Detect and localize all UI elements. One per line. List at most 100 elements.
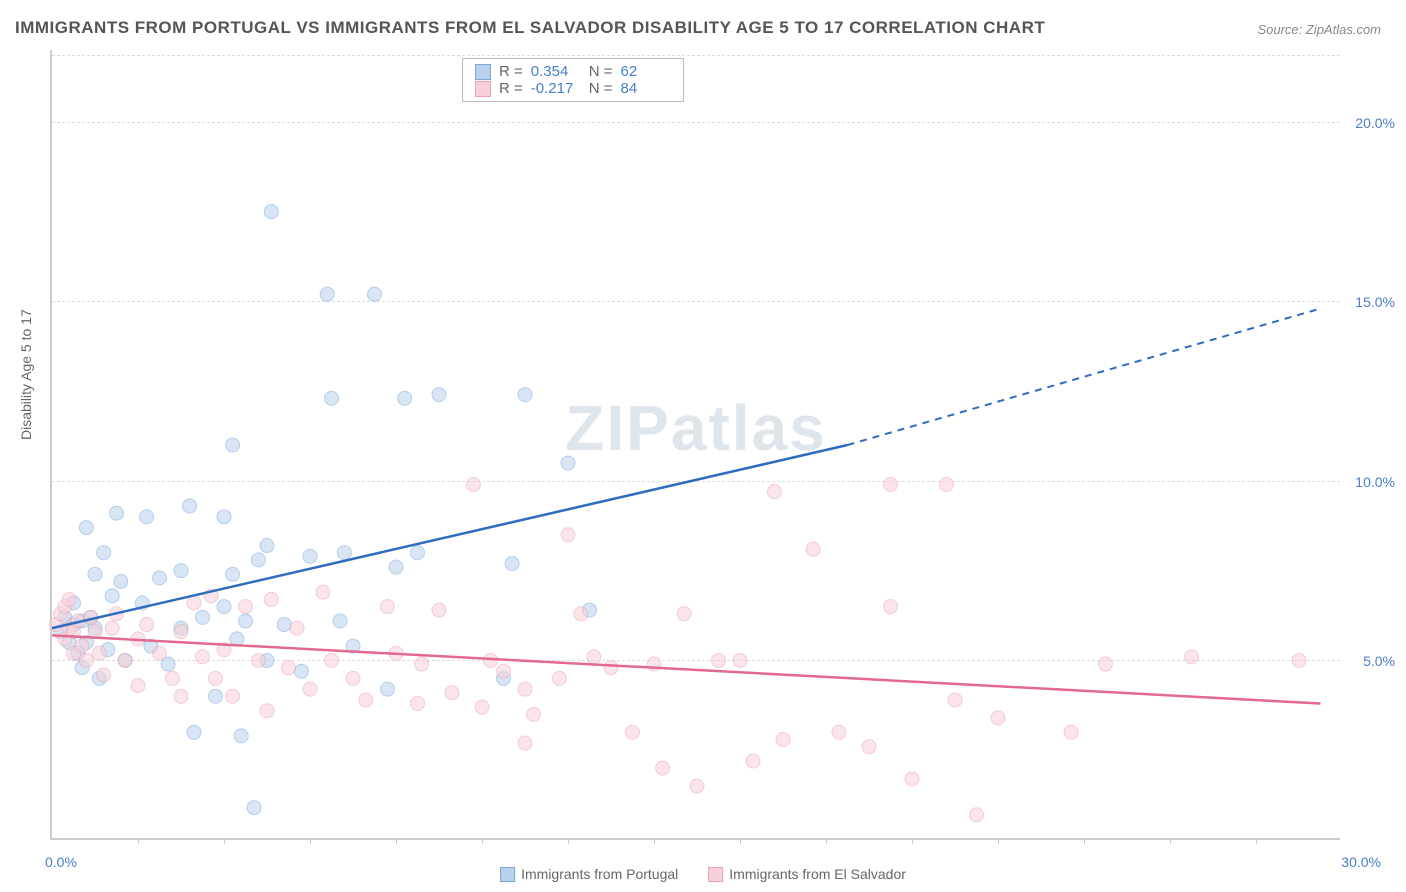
data-point xyxy=(217,510,231,524)
data-point xyxy=(1185,650,1199,664)
r-value: -0.217 xyxy=(531,80,581,97)
data-point xyxy=(905,772,919,786)
data-point xyxy=(505,557,519,571)
data-point xyxy=(497,664,511,678)
data-point xyxy=(466,478,480,492)
data-point xyxy=(359,693,373,707)
y-tick-label: 10.0% xyxy=(1355,474,1395,490)
data-point xyxy=(626,725,640,739)
data-point xyxy=(208,689,222,703)
data-point xyxy=(187,596,201,610)
stats-box: R = 0.354 N = 62 R = -0.217 N = 84 xyxy=(462,58,684,102)
data-point xyxy=(260,539,274,553)
data-point xyxy=(862,740,876,754)
data-point xyxy=(475,700,489,714)
x-tick xyxy=(482,838,483,844)
trend-line-extrapolated xyxy=(848,309,1321,445)
data-point xyxy=(105,621,119,635)
x-tick xyxy=(224,838,225,844)
data-point xyxy=(337,546,351,560)
data-point xyxy=(294,664,308,678)
x-tick-left: 0.0% xyxy=(45,854,77,870)
data-point xyxy=(79,521,93,535)
x-tick xyxy=(138,838,139,844)
data-point xyxy=(1292,653,1306,667)
chart-source: Source: ZipAtlas.com xyxy=(1257,22,1381,37)
swatch-icon xyxy=(708,867,723,882)
data-point xyxy=(1099,657,1113,671)
data-point xyxy=(226,438,240,452)
data-point xyxy=(79,653,93,667)
data-point xyxy=(303,682,317,696)
data-point xyxy=(131,679,145,693)
x-tick xyxy=(310,838,311,844)
data-point xyxy=(92,646,106,660)
legend: Immigrants from Portugal Immigrants from… xyxy=(500,866,906,882)
r-value: 0.354 xyxy=(531,63,581,80)
data-point xyxy=(183,499,197,513)
n-value: 84 xyxy=(621,80,671,97)
data-point xyxy=(264,205,278,219)
data-point xyxy=(187,725,201,739)
data-point xyxy=(153,571,167,585)
data-point xyxy=(325,391,339,405)
data-point xyxy=(75,639,89,653)
x-tick xyxy=(396,838,397,844)
legend-item-elsalvador: Immigrants from El Salvador xyxy=(708,866,906,882)
data-point xyxy=(105,589,119,603)
data-point xyxy=(196,650,210,664)
x-tick xyxy=(568,838,569,844)
data-point xyxy=(518,682,532,696)
data-point xyxy=(884,600,898,614)
data-point xyxy=(552,671,566,685)
trend-line xyxy=(52,635,1321,703)
data-point xyxy=(251,653,265,667)
data-point xyxy=(217,600,231,614)
data-point xyxy=(110,506,124,520)
data-point xyxy=(264,592,278,606)
data-point xyxy=(776,732,790,746)
data-point xyxy=(226,567,240,581)
data-point xyxy=(518,388,532,402)
data-point xyxy=(140,510,154,524)
data-point xyxy=(226,689,240,703)
data-point xyxy=(432,603,446,617)
data-point xyxy=(432,388,446,402)
data-point xyxy=(140,618,154,632)
data-point xyxy=(368,287,382,301)
data-point xyxy=(991,711,1005,725)
data-point xyxy=(380,600,394,614)
data-point xyxy=(574,607,588,621)
data-point xyxy=(251,553,265,567)
data-point xyxy=(208,671,222,685)
n-label: N = xyxy=(589,80,613,97)
data-point xyxy=(806,542,820,556)
data-point xyxy=(316,585,330,599)
data-point xyxy=(174,625,188,639)
data-point xyxy=(604,661,618,675)
data-point xyxy=(733,653,747,667)
data-point xyxy=(239,614,253,628)
data-point xyxy=(165,671,179,685)
data-point xyxy=(561,528,575,542)
data-point xyxy=(62,592,76,606)
plot-svg xyxy=(52,50,1340,838)
data-point xyxy=(587,650,601,664)
data-point xyxy=(239,600,253,614)
legend-item-portugal: Immigrants from Portugal xyxy=(500,866,678,882)
data-point xyxy=(346,671,360,685)
data-point xyxy=(118,653,132,667)
data-point xyxy=(415,657,429,671)
data-point xyxy=(234,729,248,743)
data-point xyxy=(398,391,412,405)
data-point xyxy=(1064,725,1078,739)
data-point xyxy=(389,560,403,574)
y-tick-label: 5.0% xyxy=(1363,653,1395,669)
data-point xyxy=(948,693,962,707)
data-point xyxy=(320,287,334,301)
data-point xyxy=(712,653,726,667)
plot-area: ZIPatlas 5.0%10.0%15.0%20.0% R = 0.354 N… xyxy=(50,50,1340,840)
data-point xyxy=(196,610,210,624)
data-point xyxy=(970,808,984,822)
x-tick xyxy=(654,838,655,844)
